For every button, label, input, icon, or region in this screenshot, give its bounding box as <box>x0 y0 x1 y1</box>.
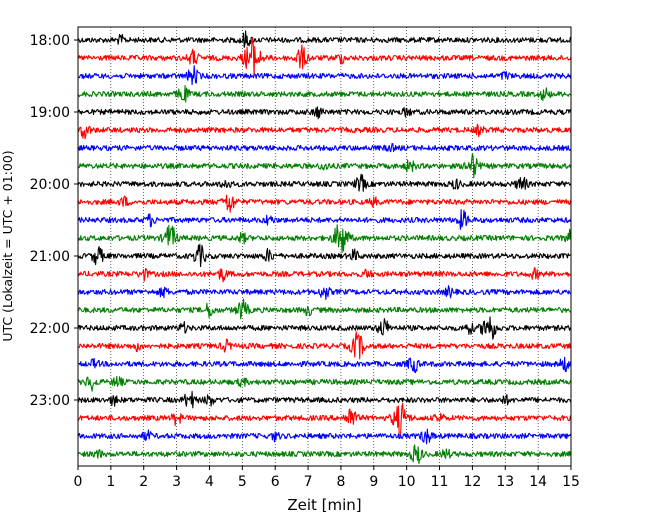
trace-2000 <box>77 173 572 192</box>
y-axis-ticks: 18:00 19:00 20:00 21:00 22:00 23:00 <box>30 33 78 409</box>
trace-1915 <box>77 123 572 140</box>
trace-1815 <box>77 38 572 78</box>
y-tick-label-19:00: 19:00 <box>30 105 70 121</box>
x-tick-label-5: 5 <box>238 474 247 490</box>
x-tick-label-11: 11 <box>431 474 449 490</box>
x-tick-label-1: 1 <box>106 474 115 490</box>
x-tick-label-8: 8 <box>336 474 345 490</box>
x-tick-label-9: 9 <box>369 474 378 490</box>
x-axis-ticks: 0 1 2 3 4 5 6 7 8 9 10 11 12 13 14 15 <box>74 466 580 490</box>
x-tick-label-12: 12 <box>463 474 481 490</box>
y-tick-label-22:00: 22:00 <box>30 321 70 337</box>
trace-2045 <box>77 224 572 253</box>
grid-lines <box>110 27 539 466</box>
x-tick-label-15: 15 <box>562 474 580 490</box>
plot-frame <box>77 26 572 467</box>
x-tick-label-7: 7 <box>304 474 313 490</box>
y-tick-label-18:00: 18:00 <box>30 33 70 49</box>
trace-2330 <box>77 428 572 445</box>
trace-2215 <box>77 331 572 360</box>
x-tick-label-3: 3 <box>172 474 181 490</box>
trace-2100 <box>77 243 572 268</box>
y-tick-label-21:00: 21:00 <box>30 249 70 265</box>
trace-2030 <box>77 209 572 230</box>
trace-2130 <box>77 285 572 301</box>
x-tick-label-6: 6 <box>271 474 280 490</box>
y-tick-label-20:00: 20:00 <box>30 177 70 193</box>
x-axis-label: Zeit [min] <box>287 496 361 514</box>
trace-2200 <box>77 316 572 340</box>
x-tick-label-13: 13 <box>496 474 514 490</box>
trace-2345 <box>77 444 572 464</box>
trace-1930 <box>77 142 572 153</box>
y-tick-label-23:00: 23:00 <box>30 393 70 409</box>
trace-2245 <box>77 375 572 392</box>
trace-2145 <box>77 298 572 320</box>
x-tick-label-4: 4 <box>205 474 214 490</box>
trace-2015 <box>77 194 572 213</box>
trace-2115 <box>77 267 572 283</box>
trace-1900 <box>77 106 572 120</box>
trace-1800 <box>77 30 572 48</box>
trace-1845 <box>77 84 572 103</box>
seismic-traces <box>77 30 572 464</box>
trace-2230 <box>77 356 572 374</box>
trace-1830 <box>77 65 572 86</box>
x-tick-label-14: 14 <box>529 474 547 490</box>
y-axis-label: UTC (Lokalzeit = UTC + 01:00) <box>0 150 15 341</box>
trace-2300 <box>77 390 572 409</box>
x-tick-label-0: 0 <box>74 474 83 490</box>
x-tick-label-2: 2 <box>139 474 148 490</box>
trace-1945 <box>77 153 572 179</box>
trace-2315 <box>77 403 572 437</box>
x-tick-label-10: 10 <box>398 474 416 490</box>
